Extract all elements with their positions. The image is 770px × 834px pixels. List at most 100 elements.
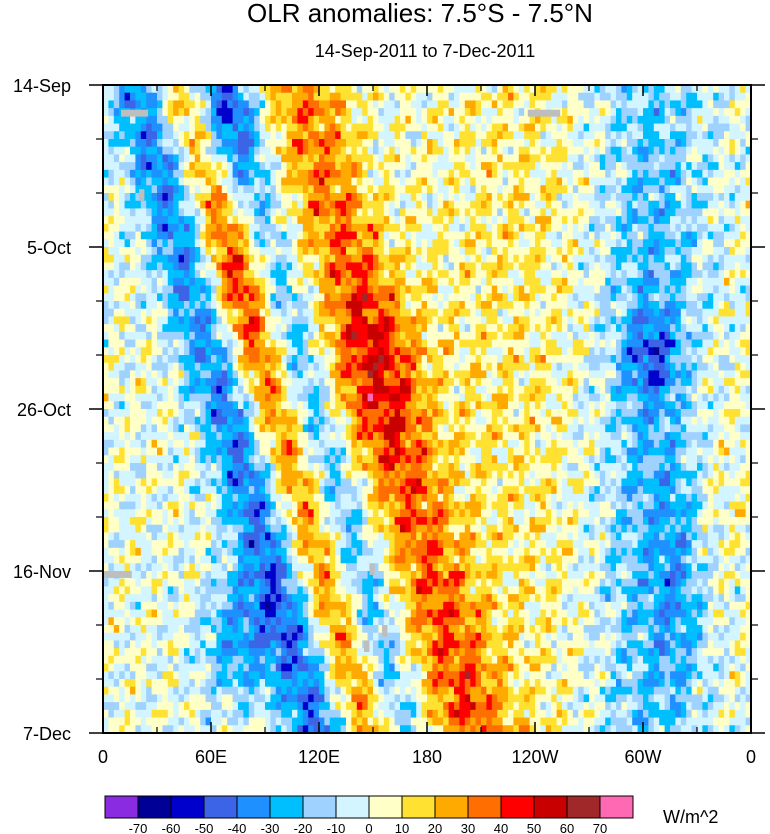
heat-cell xyxy=(486,146,493,156)
heat-cell xyxy=(540,393,547,402)
heat-cell xyxy=(205,254,212,264)
heat-cell xyxy=(675,231,682,240)
heat-cell xyxy=(583,146,590,156)
heat-cell xyxy=(632,393,639,402)
heat-cell xyxy=(589,223,595,233)
heat-cell xyxy=(394,185,401,194)
heat-cell xyxy=(216,92,223,102)
heat-cell xyxy=(151,239,158,248)
heat-cell xyxy=(416,146,423,156)
heat-cell xyxy=(599,370,606,379)
heat-cell xyxy=(643,154,649,163)
heat-cell xyxy=(632,355,639,364)
heat-cell xyxy=(529,385,536,395)
heat-cell xyxy=(718,123,725,132)
heat-cell xyxy=(502,293,509,302)
heat-cell xyxy=(178,270,185,279)
heat-cell xyxy=(124,378,131,387)
heat-cell xyxy=(140,216,147,225)
heat-cell xyxy=(248,362,255,372)
heat-cell xyxy=(621,123,628,132)
heat-cell xyxy=(427,239,433,248)
heat-cell xyxy=(113,277,120,287)
heat-cell xyxy=(346,169,352,179)
heat-cell xyxy=(448,301,455,310)
heat-cell xyxy=(173,208,180,217)
heat-cell xyxy=(599,331,606,341)
heat-cell xyxy=(729,378,736,387)
heat-cell xyxy=(378,262,385,271)
heat-cell xyxy=(691,231,698,240)
heat-cell xyxy=(686,316,693,325)
heat-cell xyxy=(302,393,309,402)
heat-cell xyxy=(221,331,228,341)
heat-cell xyxy=(146,169,153,179)
heat-cell xyxy=(184,223,190,233)
heat-cell xyxy=(459,370,466,379)
heat-cell xyxy=(664,355,671,364)
heat-cell xyxy=(621,154,628,163)
heat-cell xyxy=(340,139,347,148)
heat-cell xyxy=(340,339,347,348)
heat-cell xyxy=(173,401,180,410)
heat-cell xyxy=(437,146,444,156)
heat-cell xyxy=(724,370,730,379)
heat-cell xyxy=(729,216,736,225)
heat-cell xyxy=(313,100,320,109)
heat-cell xyxy=(281,239,288,248)
heat-cell xyxy=(103,247,109,256)
heat-cell xyxy=(551,385,558,395)
heat-cell xyxy=(562,169,568,179)
heat-cell xyxy=(275,139,282,148)
heat-cell xyxy=(373,115,379,125)
heat-cell xyxy=(740,131,747,140)
heat-cell xyxy=(238,293,244,302)
heat-cell xyxy=(572,324,579,333)
heat-cell xyxy=(319,146,325,156)
heat-cell xyxy=(594,285,601,294)
heat-cell xyxy=(221,324,228,333)
heat-cell xyxy=(643,208,649,217)
heat-cell xyxy=(572,185,579,194)
heat-cell xyxy=(389,378,396,387)
heat-cell xyxy=(740,223,747,233)
heat-cell xyxy=(443,385,450,395)
heat-cell xyxy=(389,169,396,179)
heat-cell xyxy=(486,123,493,132)
heat-cell xyxy=(362,169,369,179)
heat-cell xyxy=(113,247,120,256)
heat-cell xyxy=(702,285,709,294)
heat-cell xyxy=(567,339,574,348)
heat-cell xyxy=(691,308,698,318)
heat-cell xyxy=(545,92,552,102)
heat-cell xyxy=(599,355,606,364)
heat-cell xyxy=(113,193,120,202)
heat-cell xyxy=(734,139,741,148)
heat-cell xyxy=(535,385,541,395)
heat-cell xyxy=(194,92,201,102)
heat-cell xyxy=(297,108,304,117)
heat-cell xyxy=(259,154,266,163)
heat-cell xyxy=(535,362,541,372)
heat-cell xyxy=(502,347,509,356)
heat-cell xyxy=(594,162,601,171)
heat-cell xyxy=(373,247,379,256)
heat-cell xyxy=(427,301,433,310)
heat-cell xyxy=(632,216,639,225)
heat-cell xyxy=(194,339,201,348)
heat-cell xyxy=(497,378,504,387)
heat-cell xyxy=(637,347,644,356)
heat-cell xyxy=(108,185,115,194)
heat-cell xyxy=(740,177,747,186)
heat-cell xyxy=(324,146,331,156)
heat-cell xyxy=(427,270,433,279)
heat-cell xyxy=(675,223,682,233)
heat-cell xyxy=(464,308,471,318)
heat-cell xyxy=(589,270,595,279)
heat-cell xyxy=(346,293,352,302)
heat-cell xyxy=(697,301,703,310)
heat-cell xyxy=(670,208,676,217)
heat-cell xyxy=(140,370,147,379)
heat-cell xyxy=(216,385,223,395)
heat-cell xyxy=(275,177,282,186)
